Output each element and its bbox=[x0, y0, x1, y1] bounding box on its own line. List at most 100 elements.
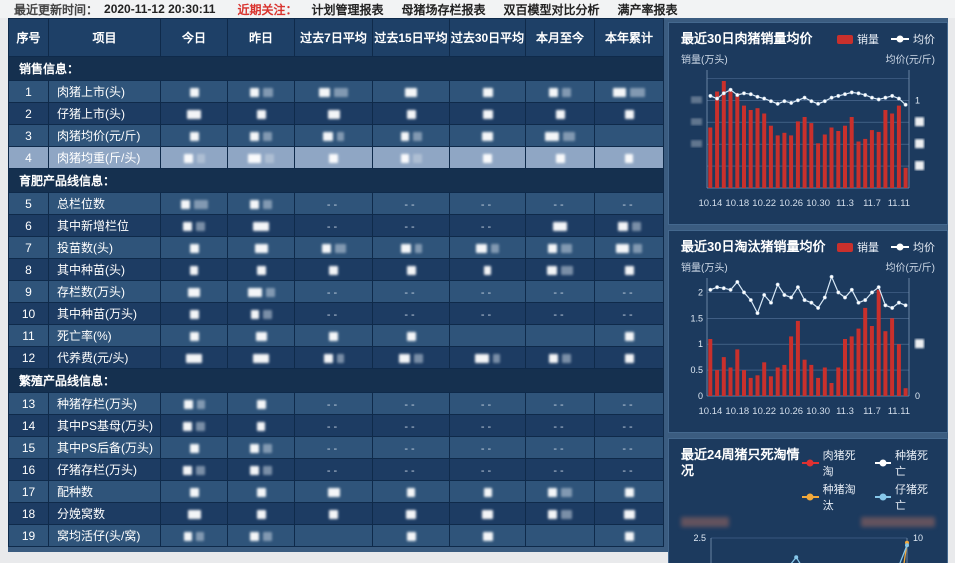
redacted-value bbox=[189, 487, 199, 497]
table-cell bbox=[227, 102, 295, 125]
table-cell: -- bbox=[372, 414, 450, 437]
table-cell bbox=[449, 102, 526, 125]
table-row[interactable]: 8 其中种苗(头) bbox=[8, 258, 664, 281]
redacted-value bbox=[337, 131, 344, 141]
redacted-value bbox=[400, 131, 409, 141]
table-section-row[interactable]: 育肥产品线信息： bbox=[8, 168, 664, 193]
redacted-value bbox=[483, 487, 492, 497]
legend-item[interactable]: 均价 bbox=[891, 239, 935, 255]
menu-item-model-compare[interactable]: 双百模型对比分析 bbox=[503, 2, 600, 17]
table-row[interactable]: 17 配种数 bbox=[8, 480, 664, 503]
table-row[interactable]: 19 窝均活仔(头/窝) bbox=[8, 524, 664, 547]
section-title: 繁殖产品线信息： bbox=[8, 368, 664, 393]
legend-item[interactable]: 销量 bbox=[837, 31, 879, 47]
redacted-value bbox=[624, 265, 634, 275]
redacted-value bbox=[327, 487, 340, 497]
legend-item[interactable]: 种猪死亡 bbox=[874, 447, 935, 479]
table-cell bbox=[160, 146, 228, 169]
table-cell: -- bbox=[525, 458, 595, 481]
section-title: 育肥产品线信息： bbox=[8, 168, 664, 193]
table-row[interactable]: 13 种猪存栏(万头) -- -- -- -- -- bbox=[8, 392, 664, 415]
redacted-value bbox=[633, 243, 642, 253]
legend-item[interactable]: 仔猪死亡 bbox=[874, 481, 935, 513]
table-row[interactable]: 3 肉猪均价(元/斤) bbox=[8, 124, 664, 147]
row-label: 总栏位数 bbox=[48, 192, 161, 215]
table-cell bbox=[227, 480, 295, 503]
redacted-value bbox=[250, 465, 259, 475]
pig-sales-price-chart[interactable]: 1 10.14 10.18 10.22 10.26 10.30 11.3 11.7 11.11 bbox=[681, 66, 937, 218]
redacted-value bbox=[196, 221, 205, 231]
table-row[interactable]: 16 仔猪存栏(万头) -- -- -- -- -- bbox=[8, 458, 664, 481]
redacted-value bbox=[406, 509, 416, 519]
svg-text:10.22: 10.22 bbox=[752, 198, 776, 209]
redacted-value bbox=[256, 509, 266, 519]
table-row[interactable]: 10 其中种苗(万头) -- -- -- -- -- bbox=[8, 302, 664, 325]
table-row[interactable]: 11 死亡率(%) bbox=[8, 324, 664, 347]
table-cell: -- bbox=[449, 214, 526, 237]
legend-item[interactable]: 销量 bbox=[837, 239, 879, 255]
table-cell: -- bbox=[294, 214, 373, 237]
redacted-value bbox=[187, 109, 201, 119]
redacted-value bbox=[183, 153, 193, 163]
table-cell bbox=[449, 346, 526, 369]
table-cell bbox=[525, 236, 595, 259]
table-cell bbox=[594, 480, 664, 503]
redacted-value bbox=[549, 87, 558, 97]
redacted-value bbox=[247, 287, 262, 297]
menu-item-full-capacity-report[interactable]: 满产率报表 bbox=[617, 2, 678, 17]
redacted-value bbox=[183, 421, 192, 431]
row-number: 12 bbox=[8, 346, 49, 369]
table-row[interactable]: 12 代养费(元/头) bbox=[8, 346, 664, 369]
table-row[interactable]: 14 其中PS基母(万头) -- -- -- -- -- bbox=[8, 414, 664, 437]
row-label: 仔猪上市(头) bbox=[48, 102, 161, 125]
weekly-death-cull-chart[interactable]: 2.521.510.501086420 bbox=[681, 532, 937, 563]
table-cell: -- bbox=[372, 302, 450, 325]
table-section-row[interactable]: 繁殖产品线信息： bbox=[8, 368, 664, 393]
legend-item[interactable]: 种猪淘汰 bbox=[802, 481, 862, 513]
table-section-row[interactable]: 销售信息： bbox=[8, 56, 664, 81]
row-label: 仔猪存栏(万头) bbox=[48, 458, 161, 481]
table-cell bbox=[294, 346, 373, 369]
table-cell bbox=[372, 324, 450, 347]
table-cell bbox=[594, 346, 664, 369]
table-row[interactable]: 5 总栏位数 -- -- -- -- -- bbox=[8, 192, 664, 215]
table-cell: -- bbox=[525, 392, 595, 415]
redacted-value bbox=[183, 465, 192, 475]
column-header: 过去30日平均 bbox=[449, 18, 526, 57]
row-label: 投苗数(头) bbox=[48, 236, 161, 259]
legend-line-swatch bbox=[891, 243, 909, 251]
legend-item[interactable]: 均价 bbox=[891, 31, 935, 47]
table-row[interactable]: 15 其中PS后备(万头) -- -- -- -- -- bbox=[8, 436, 664, 459]
redacted-value bbox=[248, 153, 261, 163]
redacted-value bbox=[329, 331, 338, 341]
redacted-value bbox=[336, 353, 344, 363]
row-number: 6 bbox=[8, 214, 49, 237]
table-row[interactable]: 9 存栏数(万头) -- -- -- -- -- bbox=[8, 280, 664, 303]
redacted-value bbox=[334, 87, 348, 97]
table-row[interactable]: 1 肉猪上市(头) bbox=[8, 80, 664, 103]
menu-item-sow-farm-report[interactable]: 母猪场存栏报表 bbox=[401, 2, 486, 17]
redacted-value bbox=[262, 87, 273, 97]
svg-text:10.14: 10.14 bbox=[699, 406, 723, 417]
table-cell bbox=[227, 392, 295, 415]
cull-pig-sales-price-chart[interactable]: 2 1.5 1 0.5 0 0 10.14 10.18 10.22 10.26 10.30 11.3 1… bbox=[681, 274, 937, 426]
daily-report-table: 序号 项目 今日 昨日 过去7日平均 过去15日平均 过去30日平均 本月至今 本年累计 销售信… bbox=[8, 18, 664, 547]
legend-item[interactable]: 肉猪死淘 bbox=[802, 447, 862, 479]
redacted-value bbox=[323, 131, 333, 141]
menu-item-plan-report[interactable]: 计划管理报表 bbox=[311, 2, 384, 17]
table-row[interactable]: 7 投苗数(头) bbox=[8, 236, 664, 259]
legend-label: 种猪淘汰 bbox=[822, 484, 856, 512]
table-cell bbox=[227, 214, 295, 237]
table-row[interactable]: 2 仔猪上市(头) bbox=[8, 102, 664, 125]
table-row[interactable]: 4 肉猪均重(斤/头) bbox=[8, 146, 664, 169]
y-axis-label-left: 销量(万头) bbox=[681, 55, 728, 66]
redacted-value bbox=[254, 243, 268, 253]
table-row[interactable]: 18 分娩窝数 bbox=[8, 502, 664, 525]
row-label: 肉猪均价(元/斤) bbox=[48, 124, 161, 147]
redacted-value bbox=[563, 131, 575, 141]
svg-text:10.30: 10.30 bbox=[806, 406, 830, 417]
redacted-value bbox=[617, 221, 628, 231]
column-header: 本年累计 bbox=[594, 18, 664, 57]
table-row[interactable]: 6 其中新增栏位 -- -- -- bbox=[8, 214, 664, 237]
